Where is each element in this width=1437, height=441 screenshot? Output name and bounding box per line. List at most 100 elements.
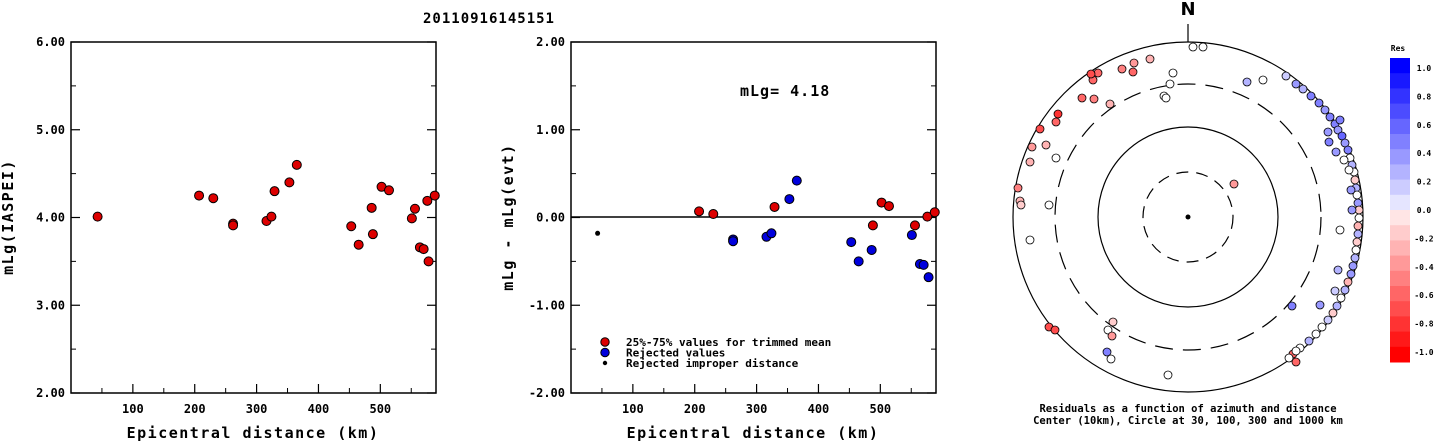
colorbar-label: -0.6 — [1414, 291, 1433, 300]
colorbar-band — [1390, 270, 1410, 287]
station-residual-point — [1086, 69, 1096, 79]
improper-distance-point — [595, 230, 601, 236]
colorbar-band — [1390, 73, 1410, 89]
north-label: N — [1180, 0, 1195, 20]
colorbar-band — [1390, 286, 1410, 302]
rejected-point — [923, 272, 934, 283]
magnitude-point — [429, 190, 440, 201]
station-residual-point — [1328, 308, 1338, 318]
plot1-xtick-label: 200 — [184, 402, 206, 416]
station-residual-point — [1317, 322, 1327, 332]
station-residual-point — [1106, 354, 1116, 364]
station-residual-point — [1335, 225, 1345, 235]
magnitude-point — [406, 213, 417, 224]
colorbar-label: 0.8 — [1417, 92, 1432, 101]
plot1-xtick-label: 400 — [308, 402, 330, 416]
colorbar-band — [1390, 240, 1410, 257]
plot1-xtick-label: 500 — [369, 402, 391, 416]
station-residual-point — [1325, 112, 1335, 122]
plot2-ytick-label: 2.00 — [536, 35, 565, 49]
magnitude-point — [383, 185, 394, 196]
station-residual-point — [1350, 175, 1360, 185]
station-residual-point — [1016, 200, 1026, 210]
magnitude-point — [422, 195, 433, 206]
colorbar-band — [1390, 210, 1410, 226]
station-residual-point — [1163, 370, 1173, 380]
distance-ring-100km — [1097, 126, 1279, 308]
plot2-legend: 25%-75% values for trimmed meanRejected … — [600, 336, 831, 370]
colorbar-band — [1390, 103, 1410, 120]
colorbar-band — [1390, 88, 1410, 105]
legend-label: Rejected values — [626, 347, 725, 360]
colorbar-band — [1390, 346, 1410, 363]
station-residual-point — [1332, 301, 1342, 311]
polar-caption-line2: Center (10km), Circle at 30, 100, 300 an… — [1033, 415, 1343, 427]
plot2-ticks: 100 200 300 400 500 -2.00 -1.00 0.00 1.00 2.00 — [529, 35, 936, 416]
station-residual-point — [1340, 285, 1350, 295]
legend-marker — [600, 337, 610, 347]
colorbar-band — [1390, 118, 1410, 135]
station-residual-point — [1343, 277, 1353, 287]
colorbar-band — [1390, 164, 1410, 181]
plot1-y-axis-label: mLg(IASPEI) — [0, 159, 17, 275]
station-residual-point — [1258, 75, 1268, 85]
plot2-points — [595, 175, 940, 283]
trimmed-mean-point — [883, 201, 894, 212]
station-residual-point — [1053, 109, 1063, 119]
plot1-frame — [70, 41, 437, 394]
colorbar-label: -0.2 — [1414, 234, 1433, 243]
plot2-x-axis-label: Epicentral distance (km) — [627, 424, 880, 441]
station-residual-point — [1117, 64, 1127, 74]
magnitude-point — [284, 177, 295, 188]
station-residual-point — [1335, 115, 1345, 125]
plot2-xtick-label: 400 — [808, 402, 830, 416]
station-residual-point — [1051, 153, 1061, 163]
plot2-ytick-label: 0.00 — [536, 211, 565, 225]
distance-ring-30km — [1142, 171, 1234, 263]
station-residual-points — [1013, 42, 1364, 380]
station-residual-point — [1343, 145, 1353, 155]
magnitude-point — [291, 159, 302, 170]
colorbar-band — [1390, 225, 1410, 241]
colorbar-label: -1.0 — [1414, 348, 1433, 357]
station-residual-point — [1304, 336, 1314, 346]
residual-vs-distance-plot: 100 200 300 400 500 -2.00 -1.00 0.00 1.00 2.00 mL… — [499, 35, 940, 441]
station-residual-point — [1339, 155, 1349, 165]
magnitude-point — [346, 221, 357, 232]
station-residual-point — [1044, 200, 1054, 210]
rejected-point — [918, 259, 929, 270]
station-residual-point — [1347, 205, 1357, 215]
station-residual-point — [1306, 91, 1316, 101]
rejected-point — [791, 175, 802, 186]
station-residual-point — [1352, 237, 1362, 247]
rejected-point — [728, 236, 739, 247]
legend-label: Rejected improper distance — [626, 357, 799, 370]
distance-ring-300km — [1054, 83, 1322, 351]
plot1-ytick-label: 2.00 — [36, 386, 65, 400]
station-residual-point — [1105, 99, 1115, 109]
plot2-ytick-label: -2.00 — [529, 386, 565, 400]
trimmed-mean-point — [922, 211, 933, 222]
plot1-points — [92, 159, 440, 267]
plot2-xtick-label: 300 — [746, 402, 768, 416]
station-residual-point — [1108, 317, 1118, 327]
plot1-xtick-label: 300 — [246, 402, 268, 416]
plot2-ytick-label: 1.00 — [536, 123, 565, 137]
plot1-ytick-label: 4.00 — [36, 211, 65, 225]
colorbar-label: 1.0 — [1417, 64, 1432, 73]
station-residual-point — [1298, 84, 1308, 94]
colorbar-label: 0.0 — [1417, 206, 1432, 215]
station-residual-point — [1284, 353, 1294, 363]
plot1-ytick-label: 3.00 — [36, 298, 65, 312]
colorbar-band — [1390, 179, 1410, 196]
station-residual-point — [1348, 261, 1358, 271]
station-residual-point — [1035, 124, 1045, 134]
station-residual-point — [1025, 235, 1035, 245]
rejected-point — [906, 230, 917, 241]
plot1-ticks: 100 200 300 400 500 2.00 3.00 4.00 5.00 6.00 — [36, 35, 436, 416]
polar-caption-line1: Residuals as a function of azimuth and d… — [1039, 403, 1336, 415]
station-residual-point — [1350, 253, 1360, 263]
magnitude-point — [228, 220, 239, 231]
magnitude-point — [353, 239, 364, 250]
azimuth-residual-map: N Residuals as a function of azimuth and… — [1012, 0, 1364, 427]
